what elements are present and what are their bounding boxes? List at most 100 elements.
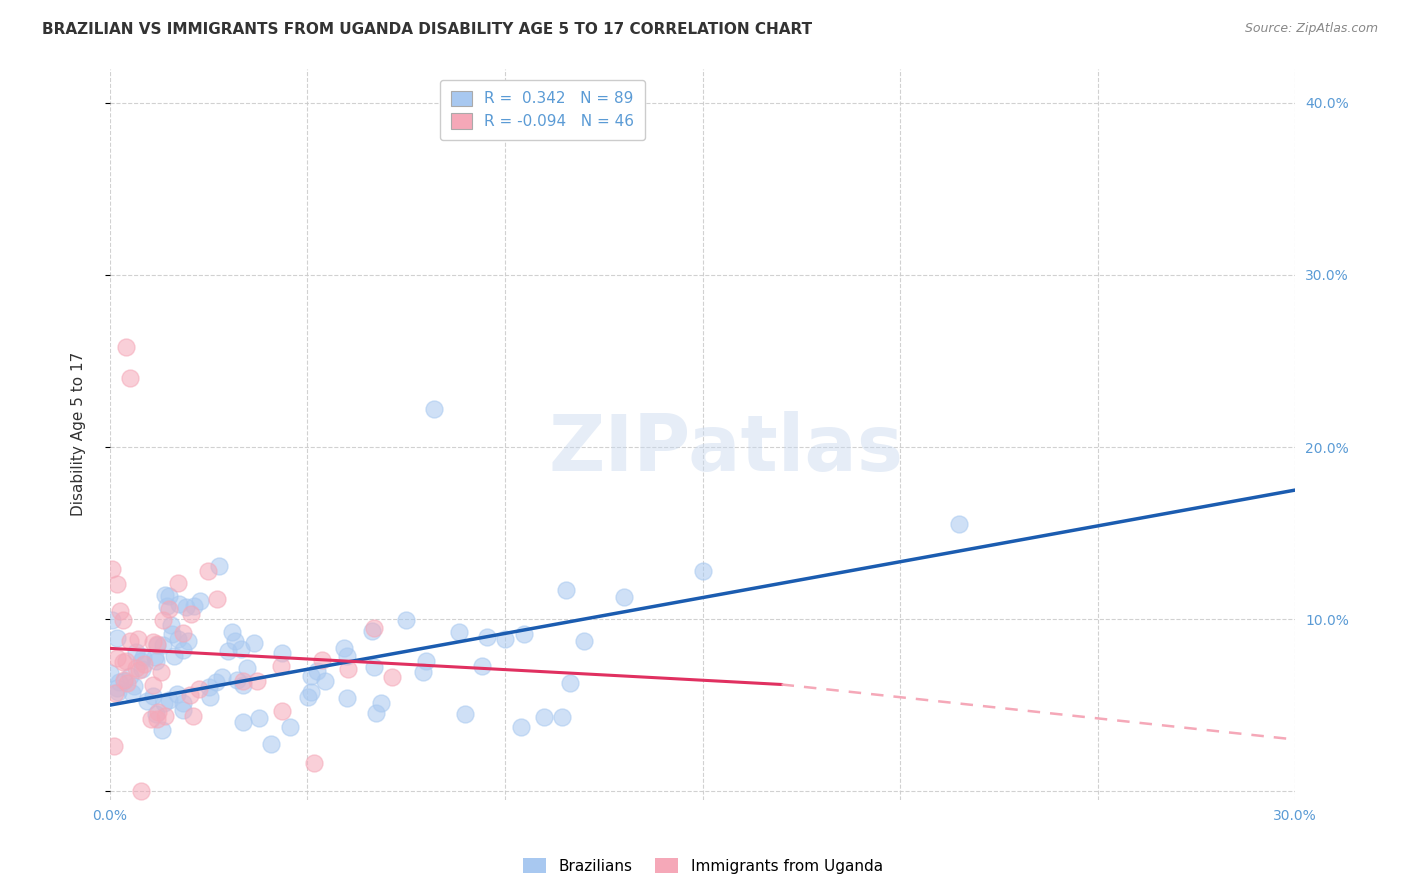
Point: [307, 664, 329, 678]
Point: [132, 650, 155, 665]
Point: [243, 636, 266, 650]
Point: [225, 673, 247, 687]
Point: [415, 654, 437, 668]
Point: [100, 562, 122, 576]
Point: [136, 694, 159, 708]
Point: [139, 712, 162, 726]
Point: [142, 689, 165, 703]
Point: [127, 632, 149, 647]
Point: [183, 599, 205, 614]
Point: [172, 626, 194, 640]
Point: [153, 708, 176, 723]
Point: [152, 638, 174, 652]
Point: [395, 613, 418, 627]
Point: [108, 604, 131, 618]
Point: [221, 624, 243, 639]
Text: Source: ZipAtlas.com: Source: ZipAtlas.com: [1244, 22, 1378, 36]
Point: [157, 589, 180, 603]
Point: [271, 705, 294, 719]
Point: [105, 631, 128, 645]
Point: [270, 659, 292, 673]
Point: [177, 633, 200, 648]
Point: [412, 665, 434, 679]
Point: [172, 696, 194, 710]
Point: [105, 651, 128, 665]
Point: [117, 676, 139, 690]
Point: [156, 599, 179, 613]
Point: [297, 690, 319, 704]
Point: [333, 640, 356, 655]
Point: [513, 627, 536, 641]
Point: [142, 678, 165, 692]
Legend: R =  0.342   N = 89, R = -0.094   N = 46: R = 0.342 N = 89, R = -0.094 N = 46: [440, 79, 645, 140]
Point: [447, 624, 470, 639]
Text: BRAZILIAN VS IMMIGRANTS FROM UGANDA DISABILITY AGE 5 TO 17 CORRELATION CHART: BRAZILIAN VS IMMIGRANTS FROM UGANDA DISA…: [42, 22, 813, 37]
Point: [149, 665, 172, 679]
Text: ZIPatlas: ZIPatlas: [548, 410, 904, 487]
Point: [336, 649, 359, 664]
Point: [143, 650, 166, 665]
Point: [314, 674, 336, 689]
Point: [172, 643, 194, 657]
Point: [302, 756, 325, 770]
Point: [118, 371, 141, 385]
Point: [129, 654, 152, 668]
Point: [560, 675, 582, 690]
Point: [336, 690, 359, 705]
Point: [370, 696, 392, 710]
Point: [299, 684, 322, 698]
Point: [152, 723, 174, 737]
Point: [510, 720, 533, 734]
Point: [153, 588, 176, 602]
Point: [115, 654, 138, 668]
Point: [132, 657, 155, 671]
Point: [141, 635, 163, 649]
Point: [364, 706, 387, 721]
Point: [129, 784, 152, 798]
Point: [101, 613, 124, 627]
Point: [211, 670, 233, 684]
Point: [381, 670, 404, 684]
Point: [112, 674, 135, 689]
Point: [105, 576, 128, 591]
Point: [337, 662, 360, 676]
Point: [612, 590, 634, 604]
Point: [260, 737, 283, 751]
Point: [494, 632, 516, 647]
Point: [278, 720, 301, 734]
Point: [533, 710, 555, 724]
Point: [270, 646, 292, 660]
Point: [363, 621, 385, 635]
Point: [118, 633, 141, 648]
Point: [108, 674, 131, 689]
Point: [198, 690, 221, 705]
Point: [299, 669, 322, 683]
Point: [166, 687, 188, 701]
Point: [131, 662, 153, 676]
Point: [128, 663, 150, 677]
Point: [181, 709, 204, 723]
Point: [205, 591, 228, 606]
Point: [247, 711, 270, 725]
Point: [145, 706, 167, 721]
Point: [112, 673, 135, 687]
Point: [146, 637, 169, 651]
Point: [551, 710, 574, 724]
Point: [114, 340, 136, 354]
Point: [104, 686, 127, 700]
Point: [363, 659, 385, 673]
Point: [172, 703, 194, 717]
Point: [111, 655, 134, 669]
Point: [112, 613, 135, 627]
Point: [224, 634, 246, 648]
Point: [190, 594, 212, 608]
Point: [153, 696, 176, 710]
Point: [152, 613, 174, 627]
Point: [471, 659, 494, 673]
Point: [160, 627, 183, 641]
Point: [692, 564, 714, 578]
Point: [159, 618, 181, 632]
Point: [197, 564, 219, 578]
Point: [122, 679, 145, 693]
Point: [360, 624, 382, 638]
